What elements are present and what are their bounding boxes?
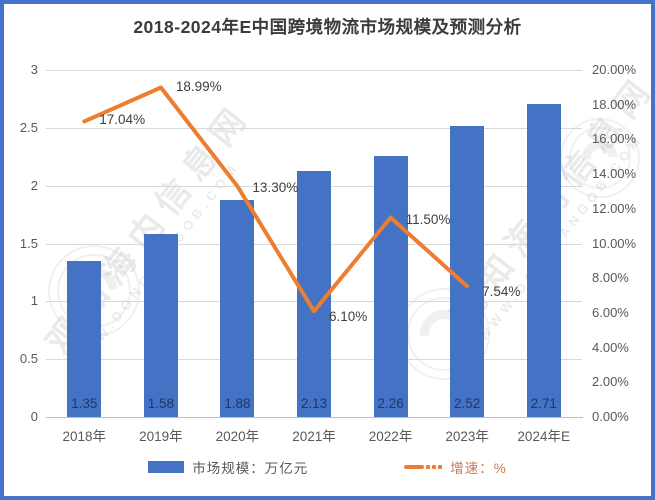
plot-area [46,70,582,417]
chart-legend: 市场规模：万亿元 增速：% [0,457,655,477]
bar-series-swatch-icon [148,461,185,473]
legend-item-growth-rate: 增速：% [404,457,507,477]
bar-value-label: 2.71 [530,396,557,411]
chart-title: 2018-2024年E中国跨境物流市场规模及预测分析 [133,17,522,37]
x-axis-tick-label: 2023年 [445,429,489,444]
bar-value-label: 2.26 [377,396,404,411]
y-axis-right-tick-label: 18.00% [592,96,637,112]
x-axis-tick-label: 2020年 [215,429,260,444]
line-point-label: 7.54% [482,284,521,300]
y-axis-left-tick-label: 3 [30,62,38,77]
bar [373,155,408,417]
line-point-label: 13.30% [252,180,299,196]
bar-value-label: 1.88 [224,396,251,411]
x-axis-tick-label: 2022年 [368,429,413,444]
bar-value-label: 1.35 [71,396,98,411]
legend-label-market-size: 市场规模：万亿元 [192,461,309,476]
y-axis-right-tick-label: 10.00% [592,235,637,251]
x-axis-tick-label: 2019年 [139,429,183,444]
line-point-label: 6.10% [329,309,368,325]
bar [450,125,485,417]
y-axis-left-tick-label: 0.5 [19,351,38,367]
y-axis-right-tick-label: 16.00% [592,131,637,147]
y-axis-right-tick-label: 2.00% [592,374,629,390]
bar-value-label: 2.52 [454,396,481,411]
gridline [46,70,582,71]
legend-label-growth-rate: 增速：% [450,461,507,476]
line-series-swatch-icon [404,465,443,469]
bar [526,103,561,417]
line-point-label: 17.04% [99,112,146,128]
y-axis-left-tick-label: 2 [30,177,38,193]
gridline [46,127,582,129]
x-axis-tick-label: 2024年E [517,429,570,444]
y-axis-left-tick-label: 0 [30,409,38,424]
line-point-label: 18.99% [175,78,222,94]
legend-item-market-size: 市场规模：万亿元 [148,457,308,477]
bar [67,260,102,417]
line-point-label: 11.50% [405,212,451,228]
growth-rate-line [82,85,470,314]
y-axis-right-tick-label: 8.00% [592,270,629,286]
y-axis-right-tick-label: 6.00% [592,304,629,320]
y-axis-right-tick-label: 0.00% [592,409,629,424]
y-axis-left-tick-label: 1 [30,293,38,309]
y-axis-left-tick-label: 2.5 [19,119,38,135]
bar-value-label: 2.13 [300,396,328,411]
y-axis-right-tick-label: 12.00% [592,200,637,216]
x-axis-tick-label: 2018年 [62,429,107,444]
x-axis-tick-label: 2021年 [292,429,336,444]
bar-value-label: 1.58 [147,396,174,411]
y-axis-right-tick-label: 4.00% [592,339,629,355]
x-axis-line [46,417,583,418]
y-axis-left-tick-label: 1.5 [19,235,38,251]
y-axis-right-tick-label: 20.00% [592,62,637,77]
y-axis-right-tick-label: 14.00% [592,166,637,182]
bar [220,199,255,417]
bar [143,234,178,417]
